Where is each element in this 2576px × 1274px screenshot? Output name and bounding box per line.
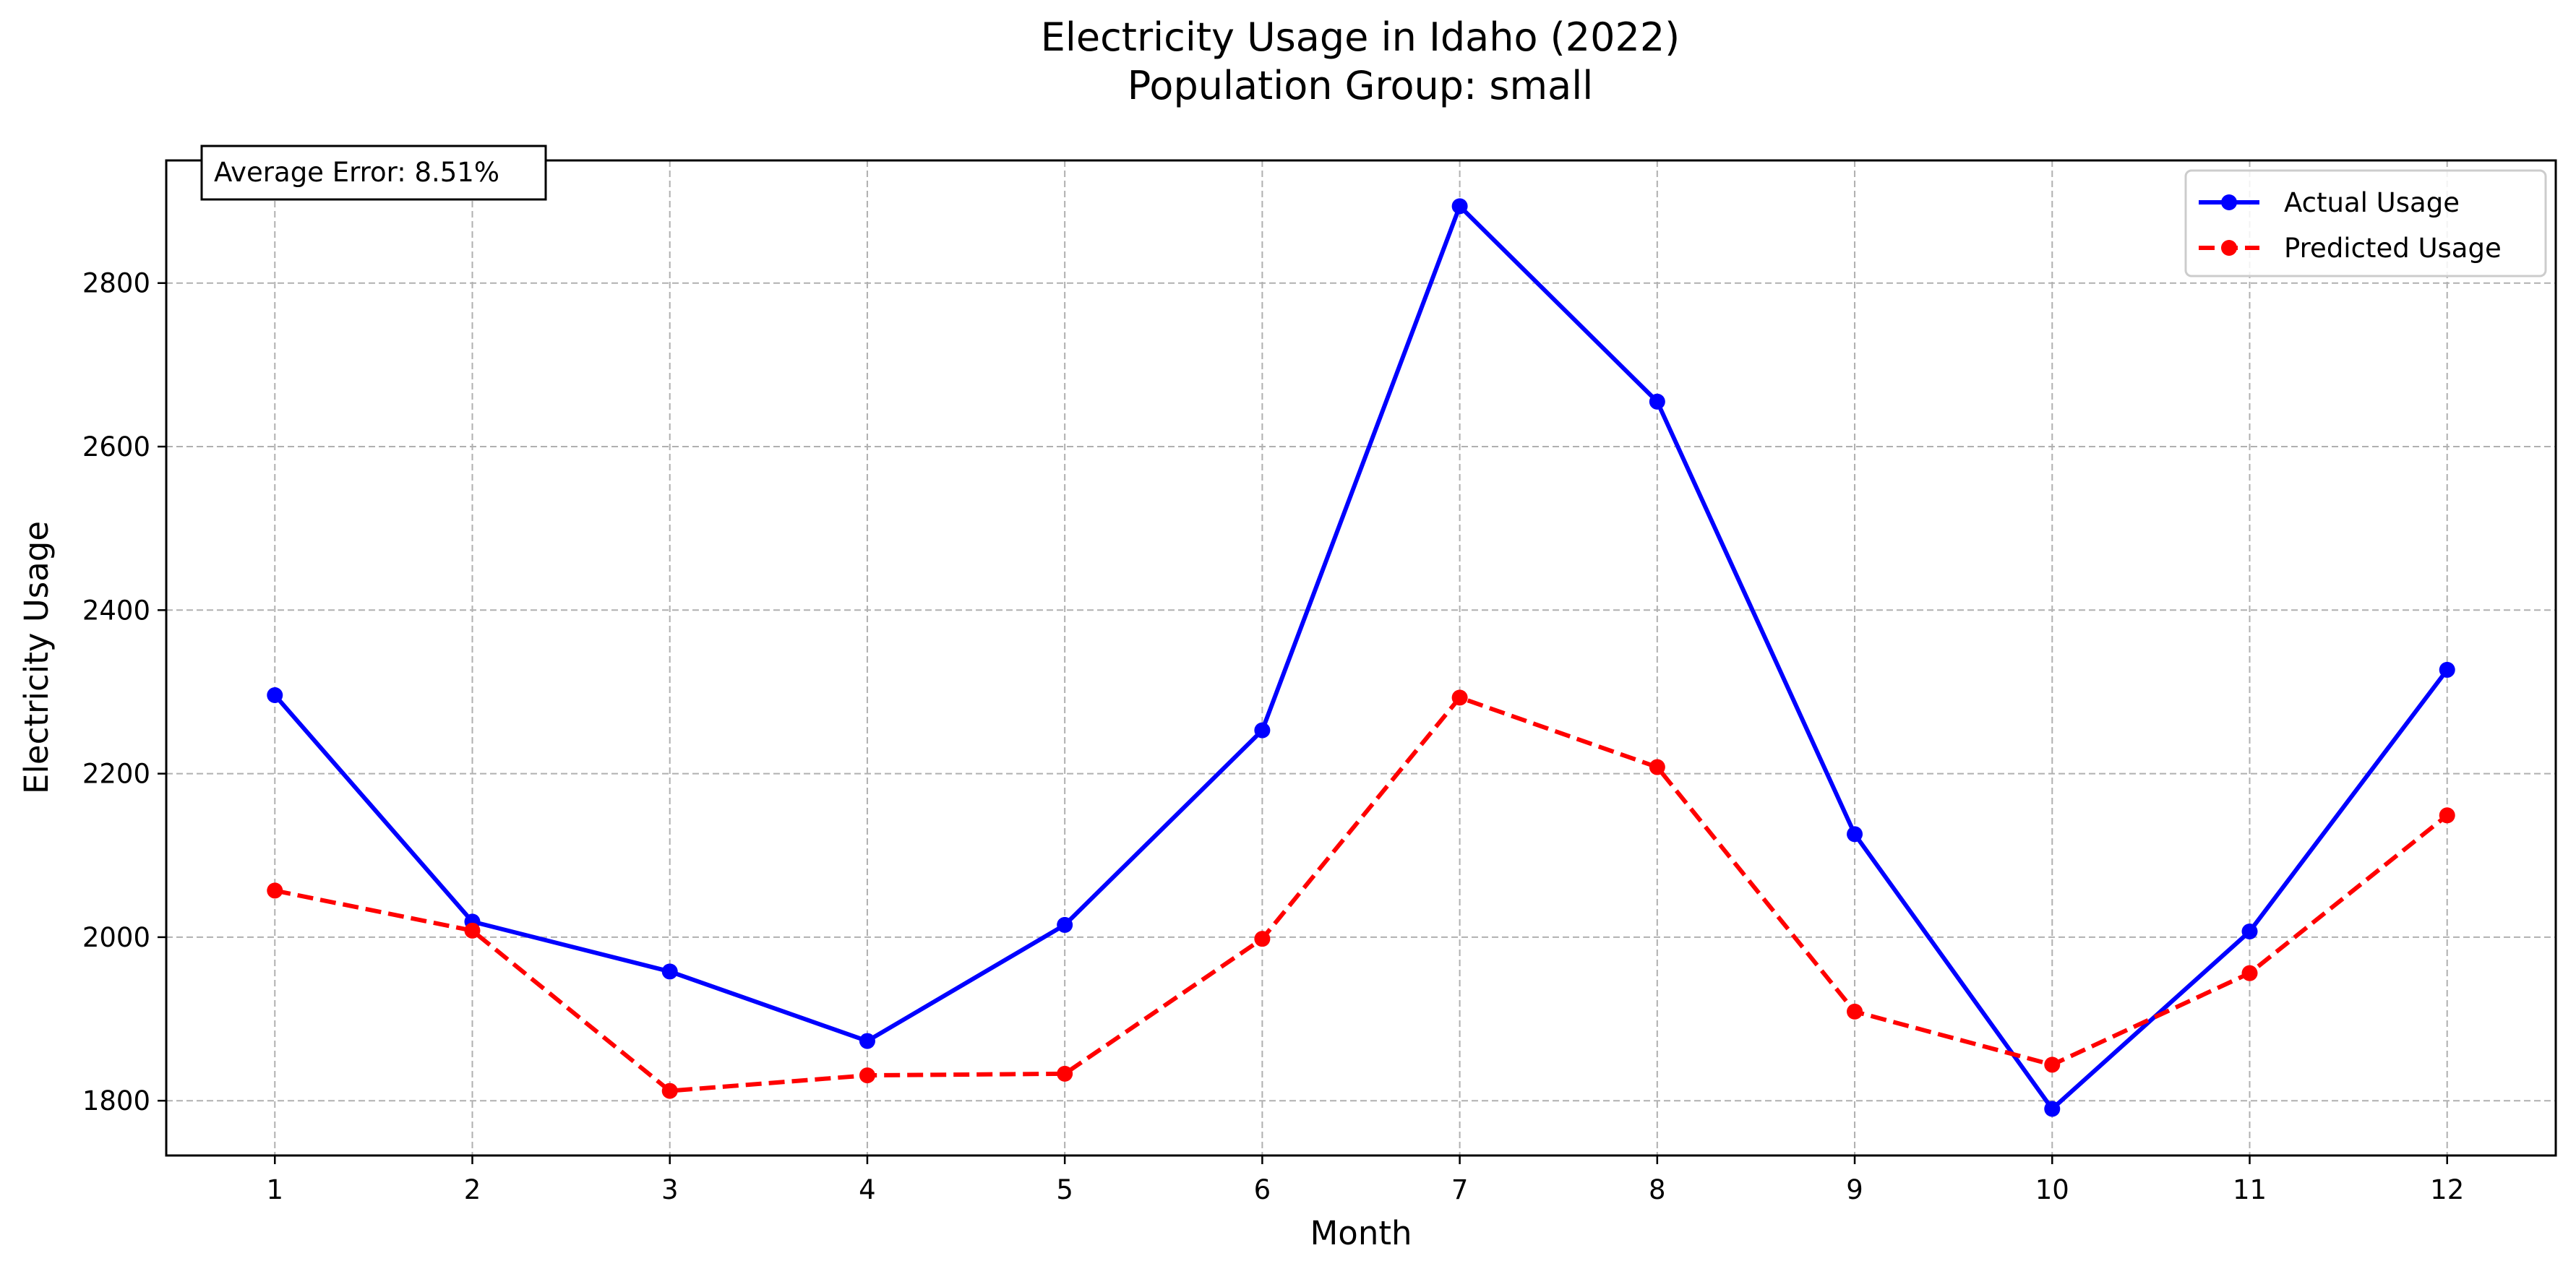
legend-label-predicted: Predicted Usage: [2284, 233, 2502, 264]
data-point-predicted-usage: [1254, 931, 1271, 947]
y-tick-label: 2000: [82, 922, 150, 953]
y-axis-label: Electricity Usage: [17, 521, 56, 794]
data-point-actual-usage: [1254, 722, 1271, 739]
data-point-predicted-usage: [267, 882, 283, 899]
x-axis-label: Month: [1310, 1214, 1412, 1252]
legend: Actual Usage Predicted Usage: [2184, 169, 2547, 277]
y-tick-label: 2800: [82, 268, 150, 299]
x-tick-label: 5: [1056, 1174, 1073, 1205]
data-point-actual-usage: [1451, 198, 1468, 215]
legend-label-actual: Actual Usage: [2284, 187, 2460, 218]
x-tick-label: 12: [2430, 1174, 2464, 1205]
legend-entry-actual: Actual Usage: [2199, 187, 2460, 218]
plot-frame: [165, 159, 2557, 1157]
y-tick-label: 2600: [82, 431, 150, 462]
chart-title: Electricity Usage in Idaho (2022): [1041, 14, 1680, 60]
annotation-box: [200, 145, 547, 201]
series-lines: [273, 204, 2450, 1111]
legend-marker-predicted: [2221, 240, 2237, 256]
x-tick-label: 8: [1649, 1174, 1666, 1205]
x-tick-label: 4: [859, 1174, 876, 1205]
data-point-actual-usage: [2241, 923, 2258, 939]
series-line-actual-usage: [273, 204, 2450, 1111]
data-point-actual-usage: [661, 963, 678, 980]
data-point-predicted-usage: [859, 1067, 875, 1084]
average-error-annotation: Average Error: 8.51%: [200, 145, 547, 201]
data-point-predicted-usage: [2241, 965, 2258, 981]
data-point-actual-usage: [2439, 661, 2455, 678]
data-point-actual-usage: [1649, 393, 1665, 410]
data-point-predicted-usage: [1451, 689, 1468, 706]
legend-entry-predicted: Predicted Usage: [2199, 233, 2502, 264]
x-tick-label: 10: [2035, 1174, 2069, 1205]
x-tick-label: 7: [1451, 1174, 1469, 1205]
y-tick-label: 1800: [82, 1085, 150, 1116]
data-point-actual-usage: [267, 687, 283, 703]
annotation-text: Average Error: 8.51%: [214, 157, 499, 188]
data-point-predicted-usage: [1057, 1065, 1073, 1082]
x-tick-label: 2: [464, 1174, 481, 1205]
legend-marker-actual: [2221, 194, 2237, 210]
x-tick-label: 6: [1254, 1174, 1271, 1205]
data-point-predicted-usage: [661, 1083, 678, 1099]
data-point-predicted-usage: [1649, 759, 1665, 775]
x-tick-label: 3: [661, 1174, 679, 1205]
series-markers: [267, 198, 2455, 1117]
x-tick-label: 11: [2233, 1174, 2267, 1205]
series-line-predicted-usage: [274, 695, 2449, 1093]
data-point-predicted-usage: [2439, 807, 2455, 824]
data-point-actual-usage: [2044, 1101, 2061, 1117]
data-point-actual-usage: [859, 1033, 875, 1049]
legend-box: [2184, 169, 2547, 277]
y-tick-label: 2400: [82, 595, 150, 626]
x-tick-label: 9: [1846, 1174, 1863, 1205]
grid-lines: [166, 160, 2556, 1155]
data-point-predicted-usage: [1847, 1003, 1863, 1020]
y-tick-label: 2200: [82, 759, 150, 790]
data-point-predicted-usage: [464, 922, 481, 939]
x-tick-label: 1: [266, 1174, 283, 1205]
data-point-actual-usage: [1057, 916, 1073, 933]
data-point-actual-usage: [1847, 826, 1863, 843]
data-point-predicted-usage: [2044, 1056, 2061, 1073]
chart-subtitle: Population Group: small: [1128, 63, 1593, 108]
